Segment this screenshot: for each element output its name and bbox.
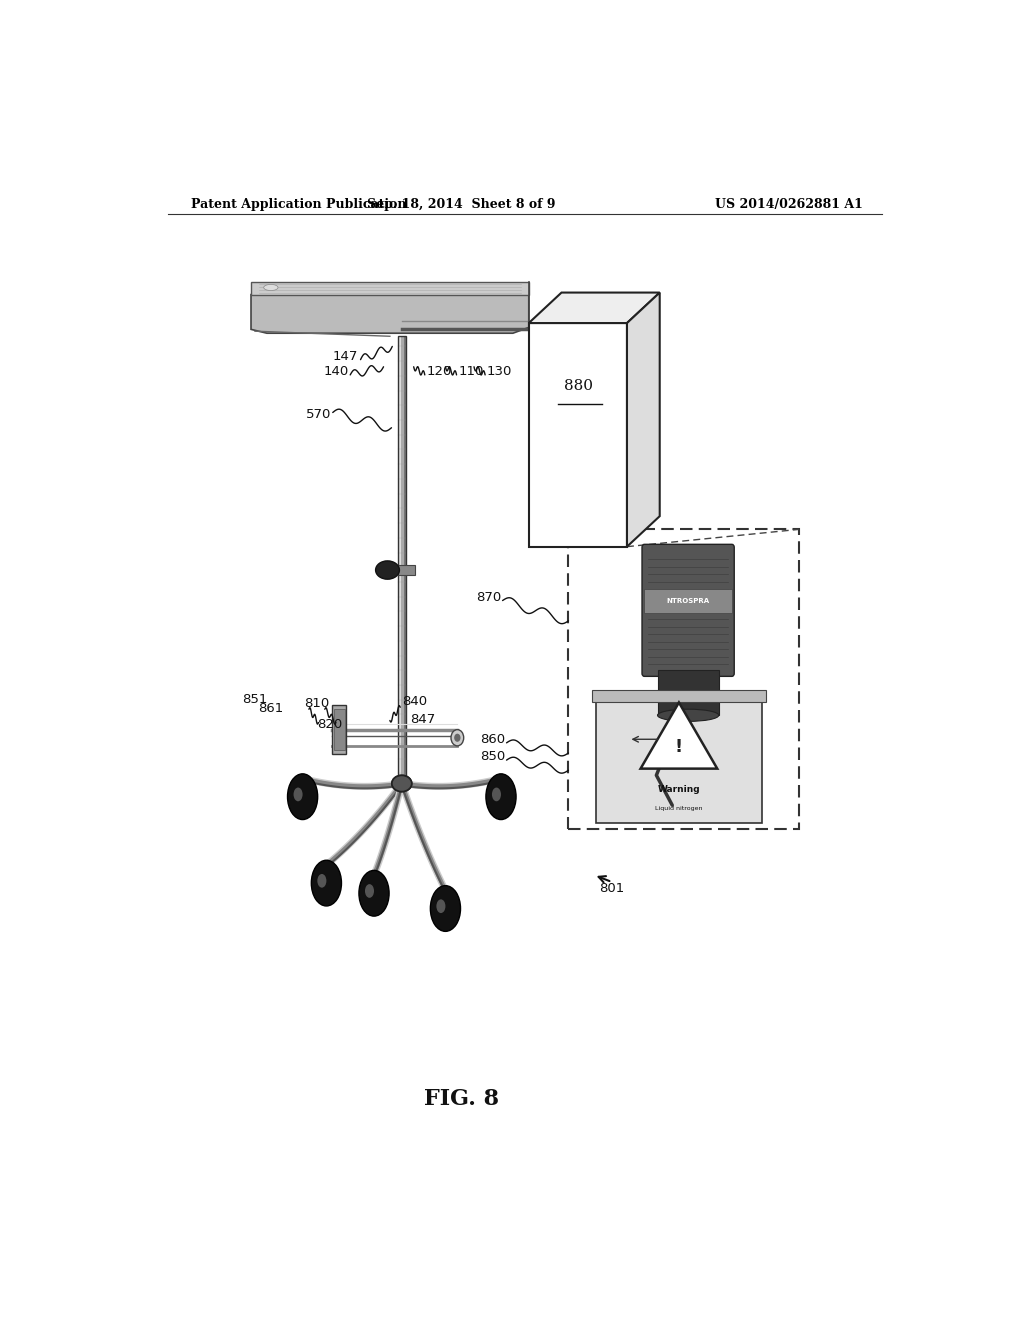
Text: 861: 861 — [258, 702, 284, 715]
Text: NTROSPRA: NTROSPRA — [667, 598, 710, 605]
Ellipse shape — [486, 774, 516, 820]
Text: 110: 110 — [458, 364, 483, 378]
Bar — [397, 337, 400, 784]
Polygon shape — [627, 293, 659, 546]
Polygon shape — [251, 294, 528, 333]
Bar — [397, 565, 416, 576]
Bar — [644, 589, 732, 614]
Text: 851: 851 — [243, 693, 267, 706]
Text: 880: 880 — [564, 379, 593, 392]
Text: 870: 870 — [476, 590, 501, 603]
Ellipse shape — [430, 886, 461, 932]
Ellipse shape — [264, 284, 278, 290]
Text: 801: 801 — [599, 882, 625, 895]
Text: 570: 570 — [306, 408, 331, 421]
Text: 120: 120 — [426, 364, 452, 378]
Polygon shape — [528, 293, 659, 323]
Text: !: ! — [675, 738, 683, 756]
Bar — [400, 337, 403, 784]
Ellipse shape — [365, 884, 374, 898]
Polygon shape — [251, 282, 528, 294]
Text: Liquid nitrogen: Liquid nitrogen — [655, 805, 702, 810]
Bar — [568, 529, 799, 829]
Text: 850: 850 — [479, 750, 505, 763]
Ellipse shape — [492, 788, 501, 801]
Text: 140: 140 — [324, 364, 348, 378]
Text: Warning: Warning — [657, 784, 700, 793]
Bar — [334, 709, 345, 750]
Text: Sep. 18, 2014  Sheet 8 of 9: Sep. 18, 2014 Sheet 8 of 9 — [367, 198, 556, 211]
Text: Patent Application Publication: Patent Application Publication — [191, 198, 407, 211]
Bar — [332, 705, 346, 754]
Bar — [403, 337, 406, 784]
Ellipse shape — [392, 775, 412, 792]
Text: FIG. 8: FIG. 8 — [424, 1088, 499, 1110]
Ellipse shape — [359, 870, 389, 916]
Ellipse shape — [311, 861, 341, 906]
Bar — [596, 697, 762, 824]
Ellipse shape — [455, 734, 461, 742]
FancyBboxPatch shape — [642, 544, 734, 676]
Text: 130: 130 — [486, 364, 512, 378]
Text: 860: 860 — [480, 733, 505, 746]
Text: US 2014/0262881 A1: US 2014/0262881 A1 — [715, 198, 863, 211]
Bar — [657, 671, 719, 715]
Ellipse shape — [451, 730, 464, 746]
Text: 840: 840 — [401, 696, 427, 709]
Text: 810: 810 — [304, 697, 330, 710]
Text: 820: 820 — [316, 718, 342, 730]
Ellipse shape — [294, 788, 303, 801]
Ellipse shape — [392, 775, 412, 792]
Bar — [592, 690, 766, 702]
Text: 847: 847 — [410, 713, 435, 726]
Ellipse shape — [317, 874, 327, 887]
Ellipse shape — [436, 899, 445, 913]
Bar — [397, 337, 406, 784]
Polygon shape — [641, 702, 717, 768]
Ellipse shape — [376, 561, 399, 579]
Text: 147: 147 — [333, 350, 358, 363]
Ellipse shape — [288, 774, 317, 820]
Ellipse shape — [657, 709, 719, 722]
Bar — [528, 323, 627, 546]
